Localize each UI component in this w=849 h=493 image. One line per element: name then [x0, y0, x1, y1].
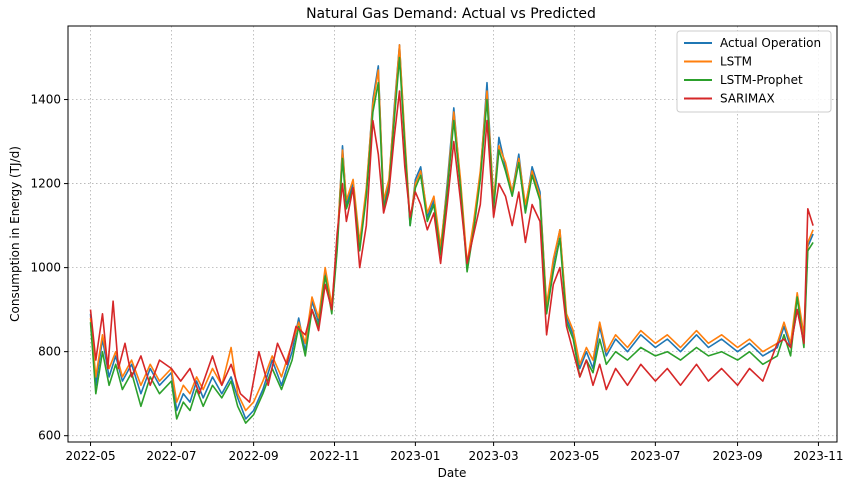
chart-title: Natural Gas Demand: Actual vs Predicted [306, 6, 596, 22]
y-axis-ticks: 600 800 1000 1200 1400 [30, 93, 68, 443]
series-lines [89, 44, 814, 424]
x-tick-label: 2023-11 [793, 449, 843, 463]
legend-label-lstm: LSTM [720, 55, 752, 69]
legend-label-lstm-prophet: LSTM-Prophet [720, 73, 803, 87]
y-tick-label: 1200 [30, 177, 61, 191]
x-tick-label: 2023-03 [469, 449, 519, 463]
x-tick-label: 2022-07 [146, 449, 196, 463]
legend-box [676, 30, 832, 113]
x-tick-label: 2022-11 [309, 449, 359, 463]
series-line-lstm [89, 44, 814, 412]
series-line-lstm-prophet [89, 56, 814, 424]
x-tick-label: 2023-01 [390, 449, 440, 463]
y-tick-label: 800 [38, 345, 61, 359]
legend: Actual Operation LSTM LSTM-Prophet SARIMAX [676, 30, 832, 113]
y-tick-label: 600 [38, 429, 61, 443]
x-tick-label: 2022-09 [229, 449, 279, 463]
legend-label-sarimax: SARIMAX [720, 92, 775, 106]
x-axis-label: Date [438, 466, 467, 480]
x-tick-label: 2022-05 [65, 449, 115, 463]
series-line-actual-operation [89, 44, 814, 420]
plot-frame [67, 25, 838, 443]
legend-label-actual-operation: Actual Operation [720, 36, 821, 50]
x-tick-label: 2023-09 [712, 449, 762, 463]
y-tick-label: 1400 [30, 93, 61, 107]
y-axis-label: Consumption in Energy (TJ/d) [8, 146, 22, 322]
y-tick-label: 1000 [30, 261, 61, 275]
x-axis-ticks: 2022-05 2022-07 2022-09 2022-11 2023-01 2023-… [65, 442, 844, 463]
series-line-sarimax [89, 90, 814, 403]
x-tick-label: 2023-05 [549, 449, 599, 463]
x-tick-label: 2023-07 [630, 449, 680, 463]
